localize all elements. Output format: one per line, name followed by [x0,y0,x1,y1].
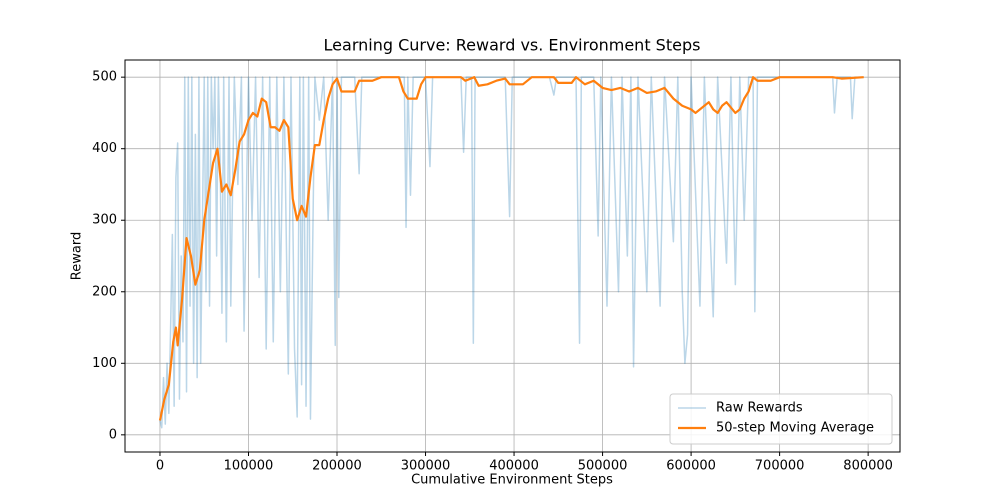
x-tick-label: 0 [156,459,164,474]
y-tick-label: 400 [92,141,117,156]
y-tick-label: 0 [109,427,117,442]
x-tick-label: 300000 [401,459,451,474]
x-tick-label: 500000 [578,459,628,474]
x-tick-label: 800000 [843,459,893,474]
legend-label: Raw Rewards [716,401,803,416]
chart-title: Learning Curve: Reward vs. Environment S… [324,36,701,55]
x-tick-label: 600000 [666,459,716,474]
x-tick-label: 400000 [489,459,539,474]
x-tick-label: 200000 [312,459,362,474]
series-line [158,76,864,421]
y-axis-label: Reward [70,232,85,280]
x-axis-label: Cumulative Environment Steps [411,473,613,488]
y-tick-label: 500 [92,70,117,85]
y-tick-label: 100 [92,356,117,371]
legend-label: 50-step Moving Average [716,421,874,436]
y-tick-label: 300 [92,213,117,228]
y-tick-label: 200 [92,284,117,299]
plot-frame [124,59,901,453]
legend-box [669,393,893,445]
series-line [159,76,864,429]
x-tick-label: 100000 [224,459,274,474]
x-tick-label: 700000 [755,459,805,474]
